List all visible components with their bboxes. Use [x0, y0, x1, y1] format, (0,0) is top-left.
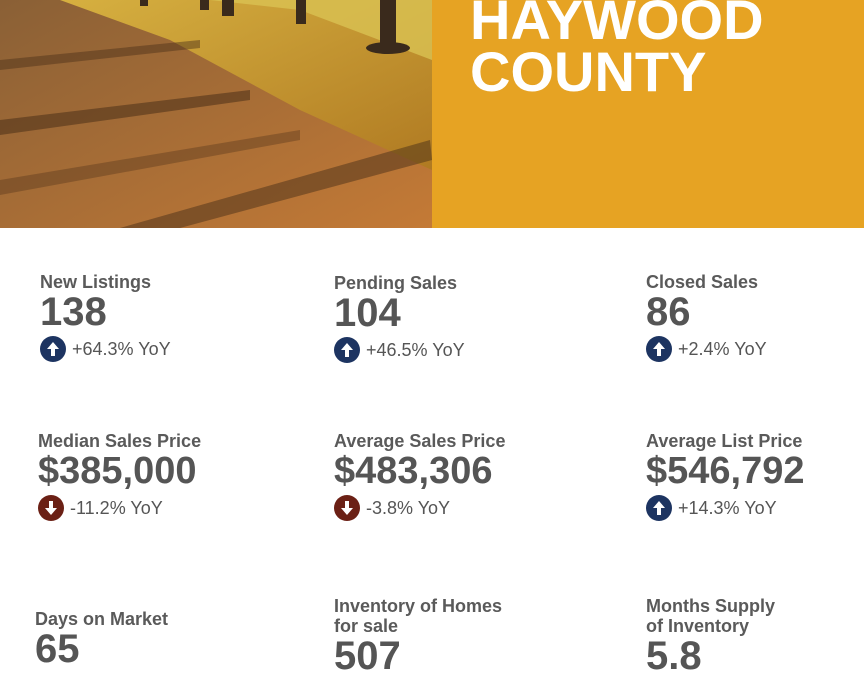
- stat-yoy-text: +64.3% YoY: [72, 338, 171, 359]
- arrow-up-circle-icon: [646, 495, 672, 521]
- stat-yoy: -11.2% YoY: [38, 495, 201, 521]
- title-banner: [432, 0, 864, 228]
- stat-yoy: -3.8% YoY: [334, 495, 505, 521]
- stat-median-sales-price: Median Sales Price $385,000 -11.2% YoY: [38, 431, 201, 521]
- stat-yoy-text: -11.2% YoY: [70, 497, 163, 518]
- stat-label-line-2: for sale: [334, 616, 399, 636]
- autumn-path-photo: [0, 0, 432, 228]
- stat-pending-sales: Pending Sales 104 +46.5% YoY: [334, 273, 465, 363]
- hero-header: HAYWOOD COUNTY: [0, 0, 864, 228]
- stat-closed-sales: Closed Sales 86 +2.4% YoY: [646, 272, 767, 362]
- stat-yoy: +2.4% YoY: [646, 336, 767, 362]
- stat-label: Average Sales Price: [334, 431, 506, 451]
- stat-value: 5.8: [646, 634, 702, 675]
- stat-label-line-1: Inventory of Homes: [334, 596, 503, 616]
- stat-label: Closed Sales: [646, 272, 759, 292]
- stat-value: 507: [334, 634, 401, 675]
- stat-value: 65: [35, 627, 80, 671]
- stat-value: 138: [40, 290, 107, 334]
- county-title-line-1: HAYWOOD: [470, 0, 764, 51]
- stat-inventory-of-homes: Inventory of Homes for sale 507: [334, 596, 502, 675]
- arrow-up-circle-icon: [40, 336, 66, 362]
- stat-yoy-text: -3.8% YoY: [366, 497, 451, 518]
- stat-label: Pending Sales: [334, 273, 458, 293]
- stat-label-line-2: of Inventory: [646, 616, 750, 636]
- arrow-up-circle-icon: [646, 336, 672, 362]
- stat-value: 86: [646, 290, 691, 334]
- stat-yoy-text: +14.3% YoY: [678, 497, 777, 518]
- stat-value: $546,792: [646, 450, 805, 492]
- stat-months-supply: Months Supply of Inventory 5.8: [646, 596, 775, 675]
- stat-yoy: +64.3% YoY: [40, 336, 171, 362]
- stat-yoy-text: +2.4% YoY: [678, 338, 767, 359]
- stat-average-list-price: Average List Price $546,792 +14.3% YoY: [646, 431, 805, 521]
- arrow-down-circle-icon: [334, 495, 360, 521]
- stat-value: $483,306: [334, 450, 493, 492]
- stat-label: Days on Market: [35, 609, 169, 629]
- stat-label: Average List Price: [646, 431, 803, 451]
- county-title-line-2: COUNTY: [470, 40, 707, 103]
- county-title: HAYWOOD COUNTY: [470, 0, 850, 103]
- stat-days-on-market: Days on Market 65: [35, 609, 168, 669]
- stat-label: Median Sales Price: [38, 431, 202, 451]
- arrow-down-circle-icon: [38, 495, 64, 521]
- stat-yoy-text: +46.5% YoY: [366, 339, 465, 360]
- stat-yoy: +14.3% YoY: [646, 495, 805, 521]
- stat-label: New Listings: [40, 272, 152, 292]
- stat-yoy: +46.5% YoY: [334, 337, 465, 363]
- stat-value: $385,000: [38, 450, 197, 492]
- stat-label-line-1: Months Supply: [646, 596, 775, 616]
- stat-new-listings: New Listings 138 +64.3% YoY: [40, 272, 171, 362]
- stat-average-sales-price: Average Sales Price $483,306 -3.8% YoY: [334, 431, 505, 521]
- arrow-up-circle-icon: [334, 337, 360, 363]
- stat-value: 104: [334, 291, 401, 335]
